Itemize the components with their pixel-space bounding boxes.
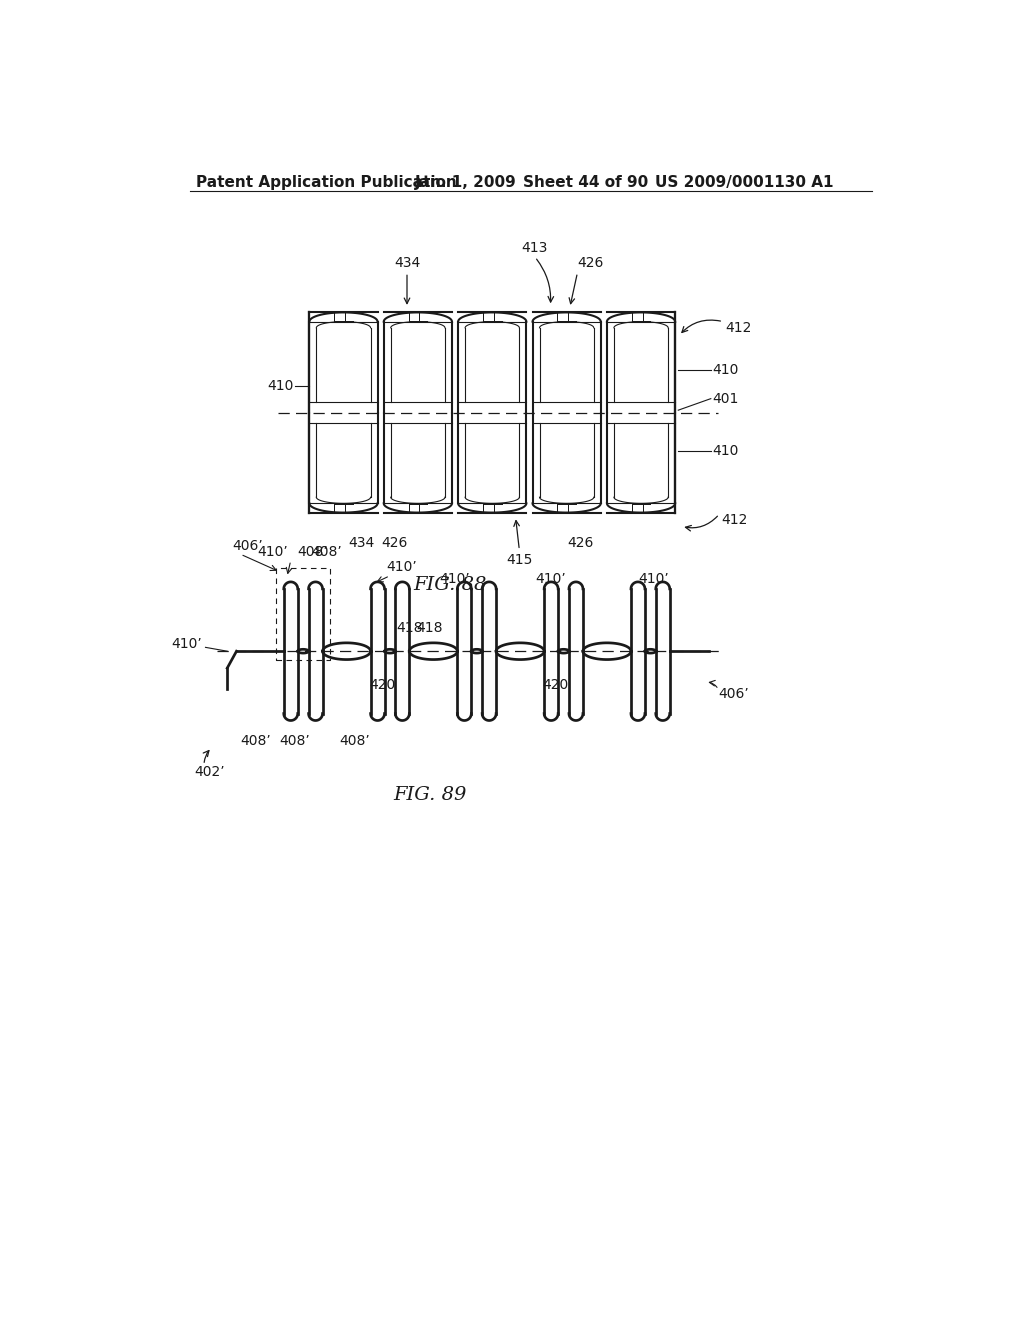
Text: 413: 413 <box>521 240 548 255</box>
Text: 410’: 410’ <box>257 545 288 558</box>
Text: 410: 410 <box>713 363 738 378</box>
Text: US 2009/0001130 A1: US 2009/0001130 A1 <box>655 176 834 190</box>
Text: 410’: 410’ <box>439 572 471 586</box>
Text: 410: 410 <box>267 379 294 392</box>
Text: 410’: 410’ <box>386 560 417 574</box>
Text: 412: 412 <box>726 321 752 335</box>
Text: 408’: 408’ <box>339 734 370 748</box>
Text: 426: 426 <box>578 256 604 271</box>
Text: 415: 415 <box>506 553 532 566</box>
Text: 434: 434 <box>348 536 375 549</box>
Text: 426: 426 <box>382 536 409 549</box>
Text: 406’: 406’ <box>232 539 263 553</box>
Text: 410’: 410’ <box>638 572 669 586</box>
Text: 418: 418 <box>417 622 442 635</box>
Text: Sheet 44 of 90: Sheet 44 of 90 <box>523 176 648 190</box>
Text: 418: 418 <box>396 622 423 635</box>
Text: FIG. 89: FIG. 89 <box>393 785 467 804</box>
Text: 434: 434 <box>394 256 420 271</box>
Text: 408’: 408’ <box>280 734 310 748</box>
Text: 408’: 408’ <box>297 545 328 558</box>
Text: 420: 420 <box>369 678 395 692</box>
Text: 412: 412 <box>722 513 748 527</box>
Text: 408’: 408’ <box>241 734 271 748</box>
Text: 410: 410 <box>713 444 738 458</box>
Text: Patent Application Publication: Patent Application Publication <box>197 176 457 190</box>
Text: 408’: 408’ <box>311 545 342 558</box>
Text: Jan. 1, 2009: Jan. 1, 2009 <box>415 176 516 190</box>
Text: 406’: 406’ <box>719 686 750 701</box>
Text: 410’: 410’ <box>536 572 566 586</box>
Text: 410’: 410’ <box>171 636 202 651</box>
Text: 401: 401 <box>713 392 738 405</box>
Text: FIG. 88: FIG. 88 <box>413 576 486 594</box>
Text: 426: 426 <box>567 536 594 549</box>
Text: 420: 420 <box>543 678 569 692</box>
Text: 402’: 402’ <box>194 766 224 779</box>
